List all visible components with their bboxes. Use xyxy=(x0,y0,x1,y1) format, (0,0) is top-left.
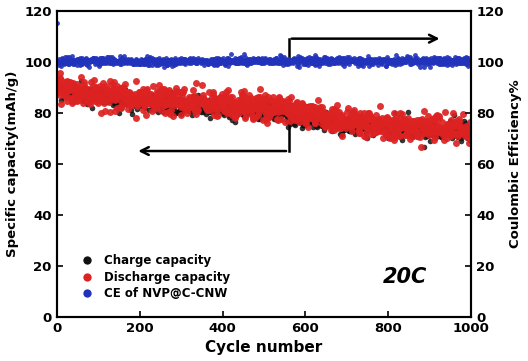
Text: 20C: 20C xyxy=(383,267,427,287)
Y-axis label: Specific capacity(mAh/g): Specific capacity(mAh/g) xyxy=(6,71,18,257)
Y-axis label: Coulombic Efficiency%: Coulombic Efficiency% xyxy=(510,79,522,248)
Legend: Charge capacity, Discharge capacity, CE of NVP@C-CNW: Charge capacity, Discharge capacity, CE … xyxy=(71,249,235,305)
X-axis label: Cycle number: Cycle number xyxy=(205,340,323,356)
